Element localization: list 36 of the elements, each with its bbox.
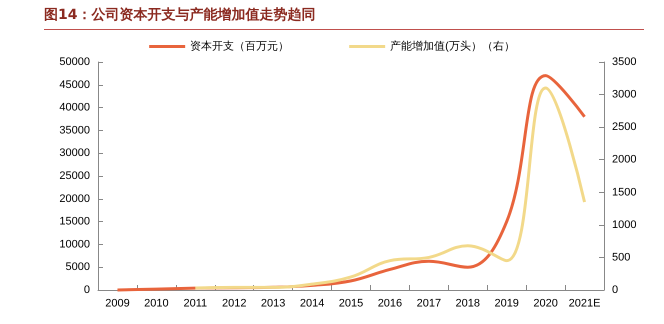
x-tick-label: 2021E [568, 298, 600, 310]
x-tick-label: 2013 [260, 298, 286, 310]
x-tick-label: 2016 [378, 298, 402, 310]
y-tick-label: 45000 [59, 78, 90, 91]
chart-title: 图14：公司资本开支与产能增加值走势趋同 [44, 6, 644, 30]
y-tick-label: 25000 [59, 170, 90, 182]
x-tick-label: 2018 [456, 298, 480, 310]
x-tick-label: 2014 [300, 298, 324, 310]
y2-tick-label: 1000 [612, 218, 636, 231]
x-tick-label: 2019 [494, 298, 519, 310]
x-tick-label: 2009 [105, 298, 130, 310]
legend-label: 产能增加值(万头）（右） [390, 40, 515, 52]
y-tick-label: 0 [84, 284, 90, 296]
y-tick-label: 35000 [59, 124, 90, 136]
y2-tick-label: 500 [612, 251, 630, 264]
y2-tick-label: 1500 [612, 186, 636, 198]
y2-tick-label: 2500 [612, 121, 636, 134]
y2-tick-label: 3500 [612, 56, 636, 68]
y-tick-label: 10000 [59, 238, 90, 250]
y-tick-label: 50000 [59, 56, 90, 68]
y2-tick-label: 0 [612, 284, 618, 296]
y-tick-label: 5000 [66, 261, 90, 274]
x-tick-label: 2017 [416, 298, 442, 310]
x-tick-label: 2012 [222, 298, 246, 310]
legend-label: 资本开支（百万元） [190, 40, 290, 52]
y-tick-label: 20000 [59, 192, 90, 205]
y-tick-label: 30000 [59, 147, 90, 160]
x-tick-label: 2020 [533, 298, 558, 310]
y2-tick-label: 2000 [612, 154, 636, 166]
x-tick-label: 2010 [144, 298, 169, 310]
x-tick-label: 2015 [338, 298, 364, 310]
y-tick-label: 15000 [59, 216, 90, 228]
y-tick-label: 40000 [59, 102, 90, 114]
line-series [194, 86, 586, 290]
x-tick-label: 2011 [183, 298, 208, 310]
y2-tick-label: 3000 [612, 88, 636, 101]
